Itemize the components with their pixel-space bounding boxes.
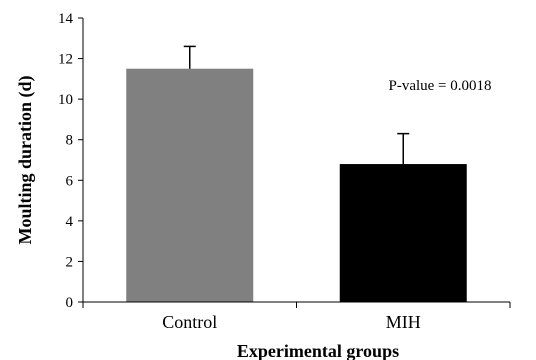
y-tick-label: 2: [66, 254, 74, 270]
category-label-mih: MIH: [386, 312, 421, 332]
bar-mih: [339, 164, 467, 302]
y-tick-label: 14: [58, 11, 74, 27]
y-axis-title: Moulting duration (d): [15, 75, 36, 244]
x-axis-ticks: [82, 302, 511, 308]
y-tick-label: 0: [66, 295, 74, 311]
x-axis-title: Experimental groups: [237, 341, 399, 360]
category-label-control: Control: [162, 312, 217, 332]
bars: [126, 68, 467, 302]
bar-control: [126, 68, 254, 302]
y-axis-ticks: 0 2 4 6 8 10 12 14: [58, 11, 83, 311]
error-bars: [183, 45, 410, 165]
y-tick-label: 8: [66, 133, 74, 149]
y-tick-label: 6: [66, 173, 74, 189]
y-tick-label: 12: [58, 52, 73, 68]
y-tick-label: 10: [58, 92, 73, 108]
p-value-annotation: P-value = 0.0018: [388, 78, 491, 94]
y-tick-label: 4: [66, 214, 74, 230]
x-category-labels: Control MIH: [162, 312, 421, 332]
